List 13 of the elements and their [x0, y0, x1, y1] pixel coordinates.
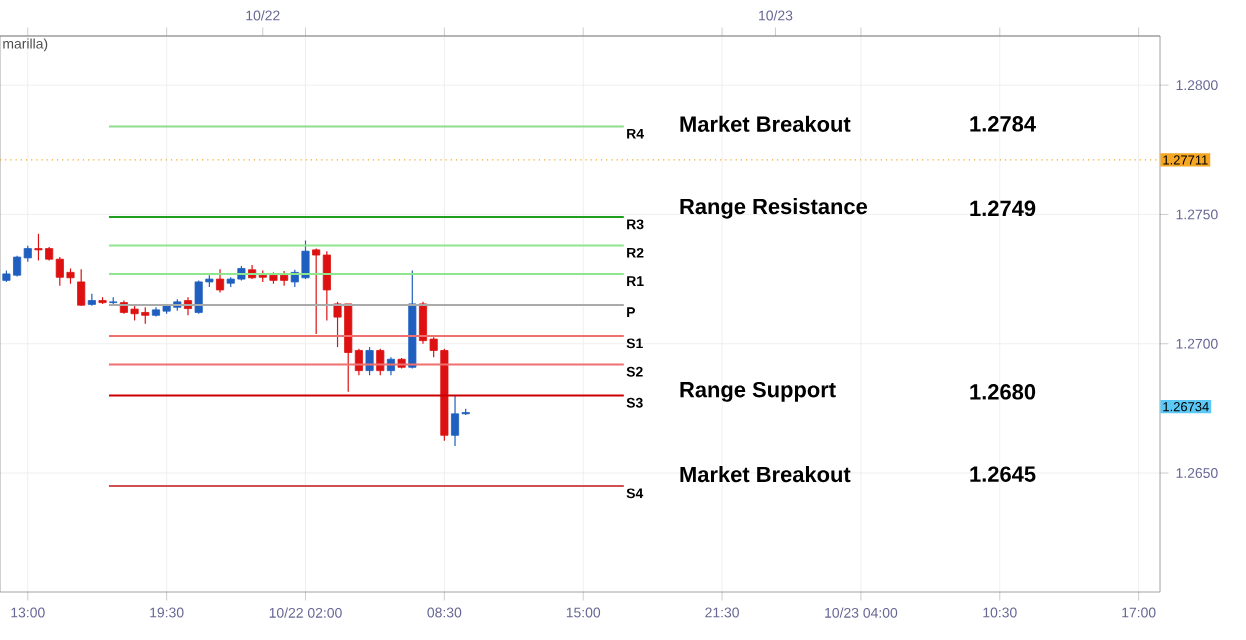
annotation: 1.2749 [970, 200, 1036, 217]
annotation: 1.2784 [970, 116, 1036, 132]
candlestick [376, 348, 385, 376]
annotation: 1.2680 [970, 384, 1036, 400]
annotation: Range Resistance [680, 198, 868, 219]
annotation: Market Breakout [680, 466, 851, 483]
candlestick [216, 268, 225, 294]
candlestick [77, 268, 86, 307]
candlestick [365, 346, 374, 376]
annotation: Market Breakout [680, 115, 851, 132]
candlestick [87, 293, 96, 307]
annotation: 1.2645 [970, 466, 1036, 482]
annotation: Range Support [680, 381, 836, 402]
